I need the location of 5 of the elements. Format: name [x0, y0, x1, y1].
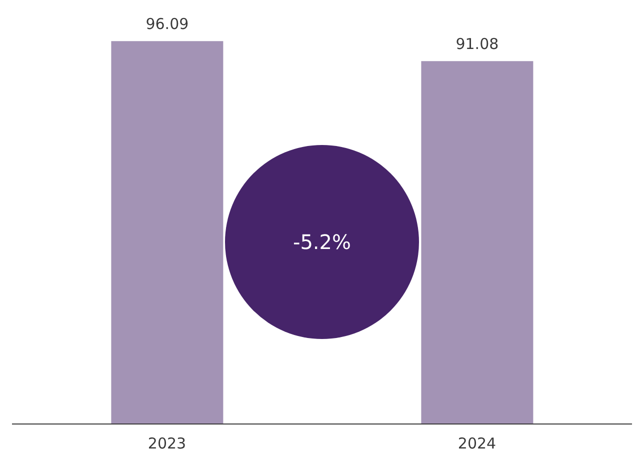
- data-label: 91.08: [456, 35, 499, 54]
- x-tick-label: 2023: [148, 434, 186, 453]
- annotation: -5.2%: [292, 230, 352, 254]
- x-tick-label: 2024: [458, 434, 496, 453]
- data-label: 96.09: [146, 15, 189, 34]
